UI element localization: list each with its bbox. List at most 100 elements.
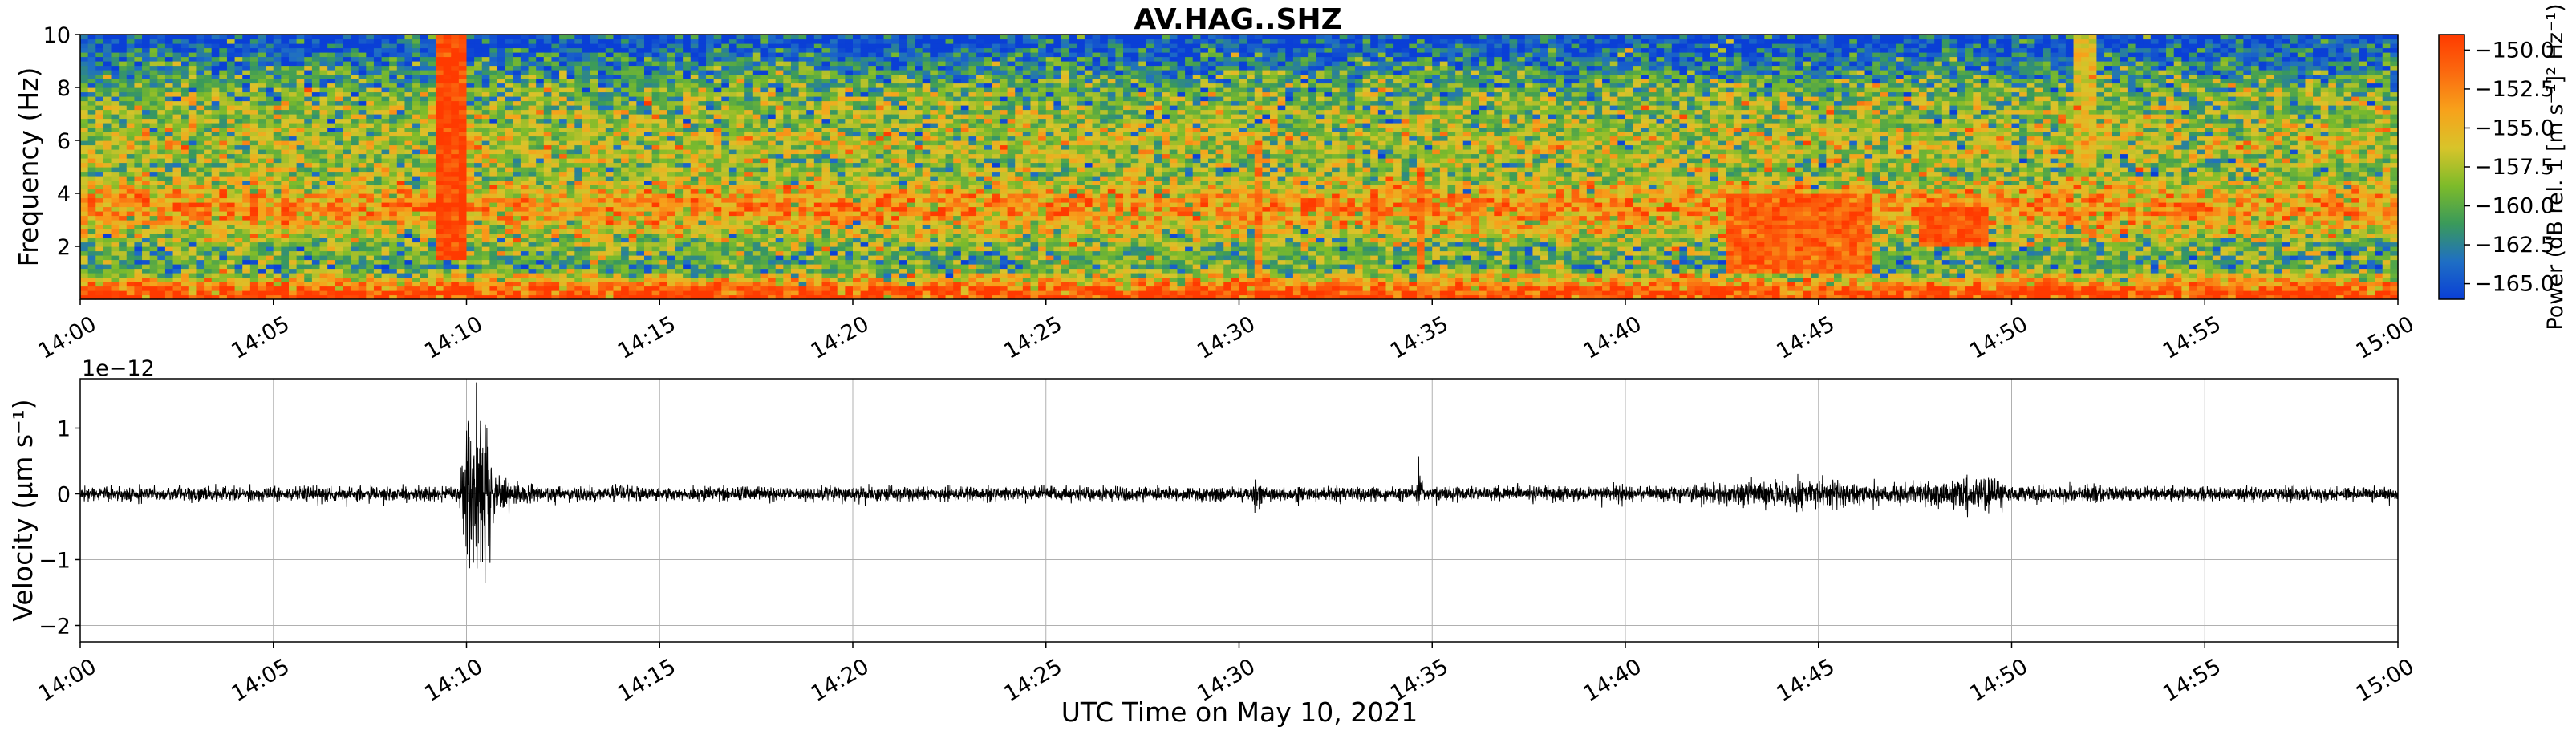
spectrogram-cell <box>234 65 243 71</box>
spectrogram-cell <box>582 70 591 75</box>
spectrogram-cell <box>219 246 228 252</box>
spectrogram-cell <box>204 140 213 146</box>
spectrogram-cell <box>172 229 181 234</box>
spectrogram-cell <box>458 211 468 217</box>
spectrogram-cell <box>327 79 336 84</box>
spectrogram-cell <box>134 123 143 128</box>
spectrogram-cell <box>335 43 344 49</box>
spectrogram-cell <box>481 193 490 199</box>
spectrogram-cell <box>103 114 112 120</box>
spectrogram-cell <box>420 277 428 282</box>
spectrogram-cell <box>95 83 104 88</box>
spectrogram-cell <box>443 255 452 261</box>
spectrogram-cell <box>87 144 96 150</box>
spectrogram-cell <box>675 176 684 181</box>
spectrogram-cell <box>474 136 483 141</box>
spectrogram-cell <box>404 176 413 181</box>
spectrogram-cell <box>574 229 583 234</box>
spectrogram-cell <box>242 264 251 270</box>
spectrogram-cell <box>304 286 313 291</box>
spectrogram-cell <box>543 193 553 199</box>
spectrogram-cell <box>389 123 398 128</box>
spectrogram-cell <box>242 246 251 252</box>
spectrogram-cell <box>142 70 151 75</box>
spectrogram-cell <box>528 255 537 261</box>
spectrogram-cell <box>204 224 213 229</box>
spectrogram-cell <box>358 83 367 88</box>
spectrogram-cell <box>249 96 259 102</box>
spectrogram-cell <box>358 193 367 199</box>
spectrogram-cell <box>134 250 143 256</box>
spectrogram-cell <box>621 250 630 256</box>
spectrogram-cell <box>343 167 351 173</box>
spectrogram-cell <box>289 268 298 274</box>
spectrogram-cell <box>466 52 475 58</box>
spectrogram-cell <box>505 52 513 58</box>
spectrogram-cell <box>164 91 174 97</box>
spectrogram-cell <box>389 136 398 141</box>
spectrogram-cell <box>196 268 205 274</box>
spectrogram-cell <box>659 127 668 132</box>
spectrogram-cell <box>698 43 707 49</box>
spectrogram-cell <box>126 286 136 291</box>
spectrogram-cell <box>396 109 406 115</box>
spectrogram-cell <box>536 277 545 282</box>
spectrogram-cell <box>149 282 158 287</box>
spectrogram-cell <box>690 282 699 287</box>
spectrogram-cell <box>396 229 406 234</box>
spectrogram-cell <box>164 153 174 159</box>
spectrogram-cell <box>489 273 498 278</box>
spectrogram-cell <box>126 202 136 208</box>
spectrogram-cell <box>675 238 684 243</box>
spectrogram-cell <box>335 140 344 146</box>
spectrogram-cell <box>566 220 575 225</box>
spectrogram-cell <box>234 83 243 88</box>
spectrogram-cell <box>643 224 653 229</box>
spectrogram-cell <box>181 96 189 102</box>
spectrogram-cell <box>343 91 351 97</box>
spectrogram-cell <box>551 74 560 79</box>
spectrogram-cell <box>381 43 390 49</box>
spectrogram-cell <box>536 259 545 265</box>
spectrogram-cell <box>598 259 606 265</box>
spectrogram-cell <box>358 114 367 120</box>
spectrogram-cell <box>142 153 151 159</box>
spectrogram-cell <box>234 277 243 282</box>
spectrogram-cell <box>172 74 181 79</box>
spectrogram-cell <box>249 180 259 185</box>
spectrogram-cell <box>172 167 181 173</box>
spectrogram-cell <box>343 47 351 53</box>
spectrogram-cell <box>289 61 298 67</box>
spectrogram-cell <box>381 215 390 221</box>
spectrogram-cell <box>103 250 112 256</box>
spectrogram-cell <box>404 87 413 93</box>
spectrogram-cell <box>528 52 537 58</box>
spectrogram-cell <box>289 79 298 84</box>
spectrogram-cell <box>543 87 553 93</box>
spectrogram-cell <box>513 255 521 261</box>
spectrogram-cell <box>396 224 406 229</box>
spectrogram-cell <box>520 132 529 137</box>
spectrogram-cell <box>87 220 96 225</box>
spectrogram-cell <box>149 65 158 71</box>
spectrogram-cell <box>435 123 444 128</box>
spectrogram-cell <box>242 132 251 137</box>
spectrogram-cell <box>566 185 575 190</box>
spectrogram-cell <box>219 105 228 111</box>
spectrogram-cell <box>327 211 336 217</box>
spectrogram-cell <box>559 220 568 225</box>
spectrogram-cell <box>95 61 104 67</box>
spectrogram-cell <box>628 220 637 225</box>
spectrogram-cell <box>404 109 413 115</box>
spectrogram-cell <box>605 171 615 177</box>
spectrogram-cell <box>404 238 413 243</box>
spectrogram-cell <box>289 220 298 225</box>
spectrogram-cell <box>698 255 707 261</box>
spectrogram-cell <box>435 35 444 40</box>
spectrogram-cell <box>80 79 89 84</box>
spectrogram-cell <box>204 290 213 296</box>
spectrogram-cell <box>358 140 367 146</box>
spectrogram-cell <box>188 211 197 217</box>
spectrogram-cell <box>219 153 228 159</box>
spectrogram-cell <box>111 282 120 287</box>
